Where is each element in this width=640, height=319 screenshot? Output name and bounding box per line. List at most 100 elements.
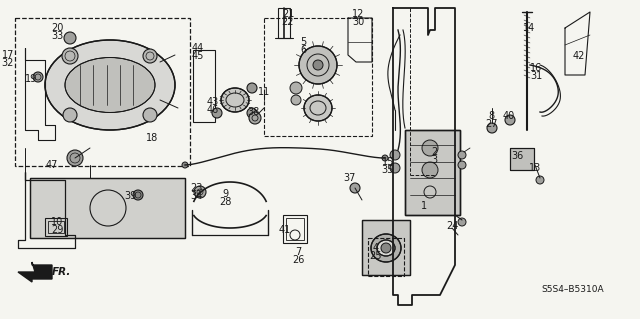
Circle shape [249, 112, 261, 124]
Circle shape [505, 115, 515, 125]
Circle shape [381, 243, 391, 253]
Ellipse shape [304, 95, 332, 121]
Circle shape [458, 161, 466, 169]
Text: 21: 21 [282, 9, 294, 19]
Text: 32: 32 [2, 58, 14, 68]
Text: 42: 42 [573, 51, 585, 61]
Bar [30, 178, 185, 238]
Bar [362, 220, 410, 275]
Circle shape [458, 218, 466, 226]
Text: 43: 43 [207, 97, 219, 107]
Text: 3: 3 [431, 155, 437, 165]
Text: 46: 46 [207, 105, 219, 115]
Circle shape [458, 151, 466, 159]
Polygon shape [18, 262, 52, 282]
Circle shape [182, 162, 188, 168]
Text: 41: 41 [279, 225, 291, 235]
Text: 33: 33 [51, 31, 63, 41]
Text: 6: 6 [300, 45, 306, 55]
Bar [193, 50, 215, 122]
Text: 26: 26 [292, 255, 304, 265]
Circle shape [247, 108, 257, 118]
Circle shape [291, 95, 301, 105]
Text: 1: 1 [421, 201, 427, 211]
Text: 44: 44 [192, 43, 204, 53]
Bar [264, 18, 372, 136]
Ellipse shape [377, 240, 395, 256]
Text: 40: 40 [503, 111, 515, 121]
Text: 18: 18 [146, 133, 158, 143]
Text: 24: 24 [446, 221, 458, 231]
Text: 22: 22 [282, 17, 294, 27]
Ellipse shape [221, 88, 249, 112]
Text: 16: 16 [530, 63, 542, 73]
Text: 37: 37 [344, 173, 356, 183]
Ellipse shape [313, 60, 323, 70]
Circle shape [290, 82, 302, 94]
Bar [368, 238, 404, 276]
Text: 10: 10 [51, 217, 63, 227]
Bar [283, 215, 307, 243]
Bar [286, 218, 304, 240]
Text: 35: 35 [382, 165, 394, 175]
Text: 7: 7 [295, 247, 301, 257]
Text: 4: 4 [373, 243, 379, 253]
Bar [48, 221, 64, 233]
Circle shape [390, 150, 400, 160]
Circle shape [422, 162, 438, 178]
Circle shape [63, 108, 77, 122]
Text: 25: 25 [370, 251, 382, 261]
Circle shape [382, 155, 388, 161]
Circle shape [67, 150, 83, 166]
Circle shape [194, 186, 206, 198]
Ellipse shape [45, 40, 175, 130]
Text: 39: 39 [124, 191, 136, 201]
Bar [30, 178, 185, 238]
Circle shape [350, 183, 360, 193]
Text: 9: 9 [222, 189, 228, 199]
Circle shape [390, 163, 400, 173]
Circle shape [143, 108, 157, 122]
Text: 14: 14 [523, 23, 535, 33]
Bar [405, 130, 460, 215]
Text: 30: 30 [352, 17, 364, 27]
Circle shape [143, 49, 157, 63]
Circle shape [133, 190, 143, 200]
Text: 29: 29 [51, 225, 63, 235]
Bar [510, 148, 534, 170]
Text: 23: 23 [190, 183, 202, 193]
Text: 17: 17 [2, 50, 14, 60]
Text: 12: 12 [352, 9, 364, 19]
Text: 31: 31 [530, 71, 542, 81]
Text: 34: 34 [190, 191, 202, 201]
Ellipse shape [371, 234, 401, 262]
Ellipse shape [299, 46, 337, 84]
Text: 20: 20 [51, 23, 63, 33]
Circle shape [64, 32, 76, 44]
Bar [362, 220, 410, 275]
Circle shape [536, 176, 544, 184]
Bar [15, 18, 190, 166]
Circle shape [62, 48, 78, 64]
Text: 45: 45 [192, 51, 204, 61]
Circle shape [247, 83, 257, 93]
Text: 2: 2 [431, 147, 437, 157]
Text: 28: 28 [219, 197, 231, 207]
Bar [45, 218, 67, 236]
Bar [278, 8, 290, 38]
Circle shape [487, 123, 497, 133]
Text: 8: 8 [488, 111, 494, 121]
Text: 5: 5 [300, 37, 306, 47]
Text: 38: 38 [247, 107, 259, 117]
Text: 36: 36 [511, 151, 523, 161]
Bar [405, 130, 460, 215]
Bar [510, 148, 534, 170]
Ellipse shape [65, 57, 155, 113]
Text: 19: 19 [25, 74, 37, 84]
Circle shape [33, 72, 43, 82]
Circle shape [212, 108, 222, 118]
Text: 27: 27 [484, 119, 497, 129]
Text: 47: 47 [46, 160, 58, 170]
Text: 13: 13 [529, 163, 541, 173]
Text: S5S4–B5310A: S5S4–B5310A [541, 286, 604, 294]
